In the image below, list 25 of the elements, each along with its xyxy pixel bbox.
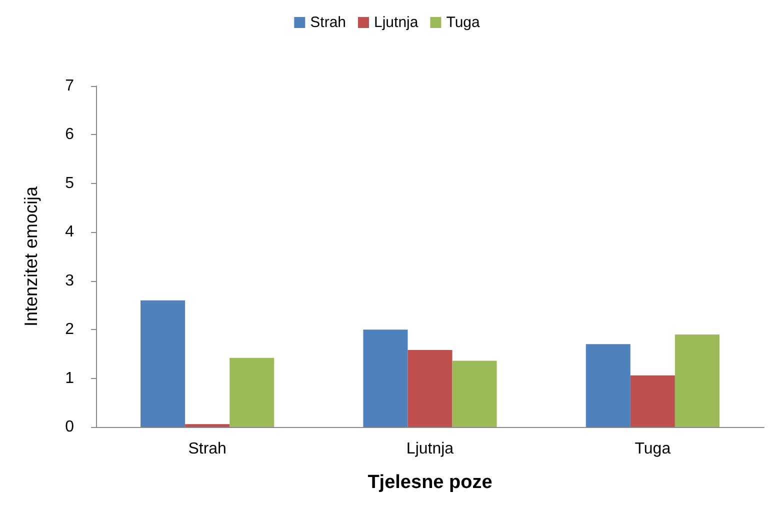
x-tick-label: Ljutnja [406,440,454,458]
y-tick-label: 2 [65,321,74,338]
bar [140,300,186,427]
bar [363,330,408,427]
bar [674,334,720,427]
y-tick-label: 0 [65,418,74,436]
bar [185,424,230,427]
y-tick-label: 5 [65,174,74,192]
bar [230,358,274,427]
x-tick-label: Strah [188,440,226,458]
x-axis-title: Tjelesne poze [368,472,492,493]
bar [408,350,452,427]
y-tick-label: 4 [65,224,74,241]
bar [586,344,630,427]
y-tick-label: 7 [65,78,74,94]
legend-label: Ljutnja [374,14,419,31]
legend-label: Tuga [446,14,480,31]
bar [452,360,497,427]
y-tick-label: 6 [65,126,74,144]
x-tick-label: Tuga [634,440,671,458]
legend-label: Strah [310,14,346,31]
bar [630,375,675,427]
y-tick-label: 1 [65,370,74,387]
y-tick-label: 3 [65,272,74,290]
y-axis-title: Intenzitet emocija [21,185,41,327]
